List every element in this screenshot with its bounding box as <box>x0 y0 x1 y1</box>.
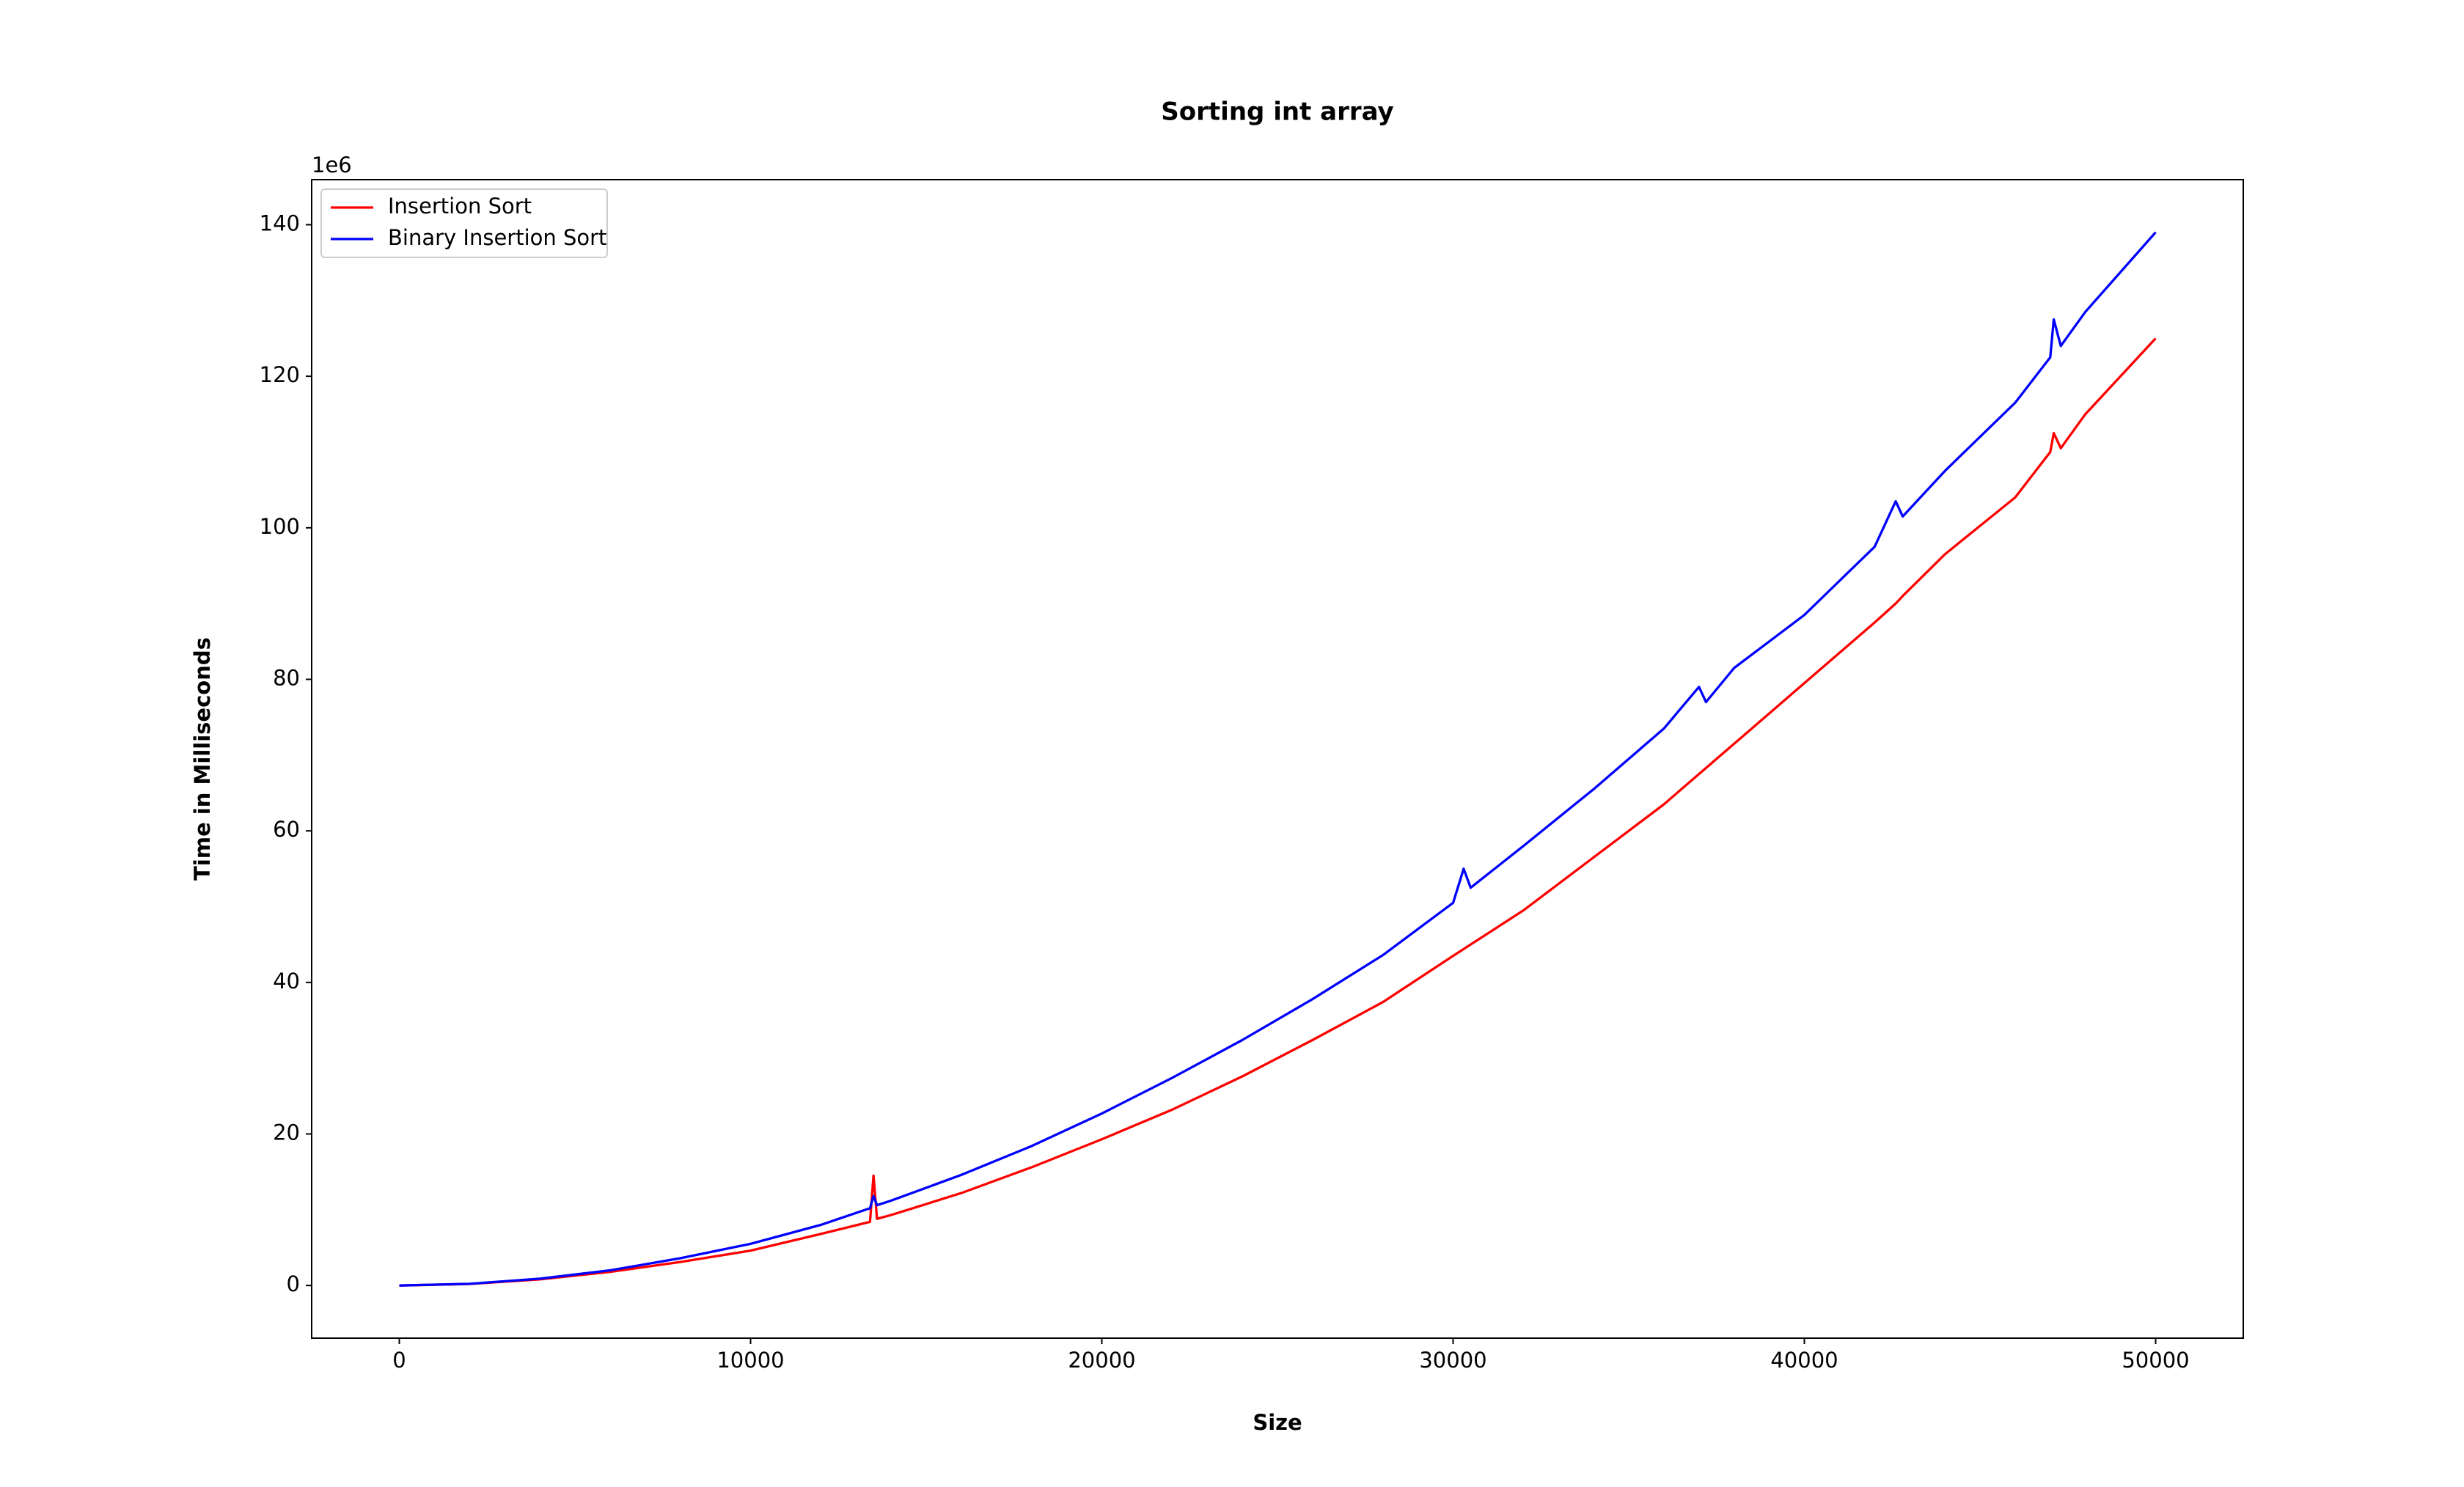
x-tick-label: 0 <box>392 1348 406 1373</box>
y-axis-label: Time in Milliseconds <box>190 637 215 881</box>
y-tick-label: 100 <box>260 514 300 539</box>
y-tick-label: 40 <box>273 969 300 994</box>
x-tick-label: 50000 <box>2122 1348 2189 1373</box>
y-tick-label: 20 <box>273 1120 300 1145</box>
y-tick-label: 120 <box>260 362 300 387</box>
y-tick-label: 60 <box>273 817 300 842</box>
legend-label: Insertion Sort <box>388 194 532 219</box>
y-tick-label: 80 <box>273 665 300 690</box>
data-line <box>399 231 2157 1287</box>
x-tick-label: 30000 <box>1419 1348 1486 1373</box>
chart-title: Sorting int array <box>1161 98 1393 127</box>
legend-box <box>320 188 608 258</box>
y-offset-label: 1e6 <box>312 153 352 177</box>
x-axis-label: Size <box>1253 1410 1302 1435</box>
data-line <box>399 337 2157 1287</box>
x-tick-label: 40000 <box>1770 1348 1838 1373</box>
y-tick-label: 0 <box>287 1271 300 1296</box>
axes-frame <box>311 179 2244 1339</box>
x-tick-label: 10000 <box>716 1348 784 1373</box>
legend-label: Binary Insertion Sort <box>388 225 606 250</box>
y-tick-label: 140 <box>260 210 300 235</box>
x-tick-label: 20000 <box>1068 1348 1135 1373</box>
